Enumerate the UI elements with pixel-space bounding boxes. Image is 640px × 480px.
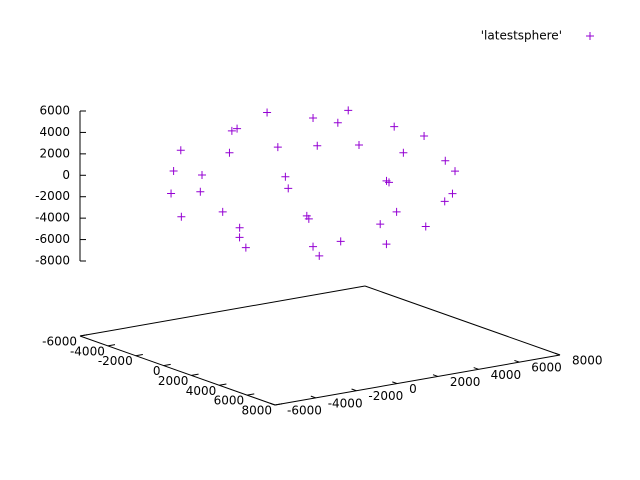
y-tick-label: -4000 — [328, 396, 363, 410]
point — [233, 124, 242, 133]
point — [315, 251, 324, 260]
point — [302, 211, 311, 220]
base-box — [79, 111, 561, 406]
x-tick — [163, 363, 171, 367]
point — [281, 172, 290, 181]
point — [355, 141, 363, 150]
base-edge — [79, 285, 366, 337]
z-tick-label: 6000 — [39, 104, 70, 118]
z-tick-label: -8000 — [35, 254, 70, 268]
x-tick-label: 6000 — [214, 394, 245, 408]
x-tick-label: -4000 — [70, 344, 105, 358]
point — [263, 108, 272, 117]
point — [227, 126, 236, 135]
point — [421, 222, 430, 231]
point — [309, 242, 318, 251]
point — [273, 143, 282, 152]
y-tick-label: 6000 — [531, 361, 562, 375]
point — [344, 106, 353, 115]
point — [235, 223, 244, 232]
x-tick-label: 0 — [153, 364, 161, 378]
y-tick — [269, 402, 276, 406]
base-edge — [364, 285, 561, 356]
point — [420, 132, 429, 141]
x-tick — [79, 334, 88, 337]
x-tick — [135, 353, 143, 357]
point — [177, 212, 186, 221]
y-tick — [473, 367, 479, 370]
y-tick — [554, 352, 561, 356]
point — [309, 114, 318, 123]
point — [440, 197, 449, 206]
point — [382, 240, 391, 249]
x-tick — [247, 393, 255, 396]
point — [198, 171, 207, 180]
point — [390, 122, 399, 131]
point — [392, 207, 401, 216]
y-tick-label: -6000 — [287, 404, 322, 418]
legend-marker — [586, 32, 594, 40]
x-tick — [107, 344, 116, 347]
point — [169, 166, 178, 175]
x-tick — [274, 403, 283, 406]
point — [235, 233, 244, 242]
point — [241, 243, 250, 252]
point — [448, 189, 457, 198]
x-tick — [191, 373, 199, 376]
x-tick-label: 4000 — [186, 384, 217, 398]
point — [167, 189, 176, 198]
point — [336, 237, 345, 246]
x-tick-label: 2000 — [158, 374, 189, 388]
z-tick-label: -4000 — [35, 211, 70, 225]
point — [399, 148, 408, 157]
y-tick-label: -2000 — [368, 389, 403, 403]
y-tick — [432, 374, 439, 377]
base-edge — [79, 335, 276, 406]
point — [333, 118, 342, 127]
point — [225, 148, 234, 157]
point — [176, 146, 185, 155]
point — [196, 187, 205, 196]
x-tick-label: 8000 — [241, 404, 272, 418]
y-tick-label: 2000 — [450, 375, 481, 389]
x-tick — [219, 383, 227, 386]
point — [218, 207, 227, 216]
y-tick-label: 4000 — [491, 368, 522, 382]
z-tick-label: 2000 — [39, 146, 70, 160]
point — [451, 167, 460, 176]
legend-label: 'latestsphere' — [481, 29, 562, 43]
y-tick — [392, 381, 398, 385]
point — [284, 184, 293, 193]
y-tick-label: 8000 — [572, 354, 603, 368]
y-tick-label: 0 — [409, 382, 417, 396]
y-tick — [514, 359, 520, 363]
y-tick — [351, 388, 357, 392]
z-tick-label: -6000 — [35, 232, 70, 246]
base-edge — [274, 354, 561, 406]
z-tick-label: 0 — [62, 168, 70, 182]
point — [313, 141, 322, 150]
x-tick-label: -6000 — [42, 335, 77, 349]
z-tick-label: -2000 — [35, 189, 70, 203]
x-tick-label: -2000 — [98, 354, 133, 368]
point — [441, 156, 450, 165]
z-tick-label: 4000 — [39, 125, 70, 139]
y-tick — [310, 395, 316, 399]
point — [382, 176, 391, 185]
point — [376, 220, 385, 229]
